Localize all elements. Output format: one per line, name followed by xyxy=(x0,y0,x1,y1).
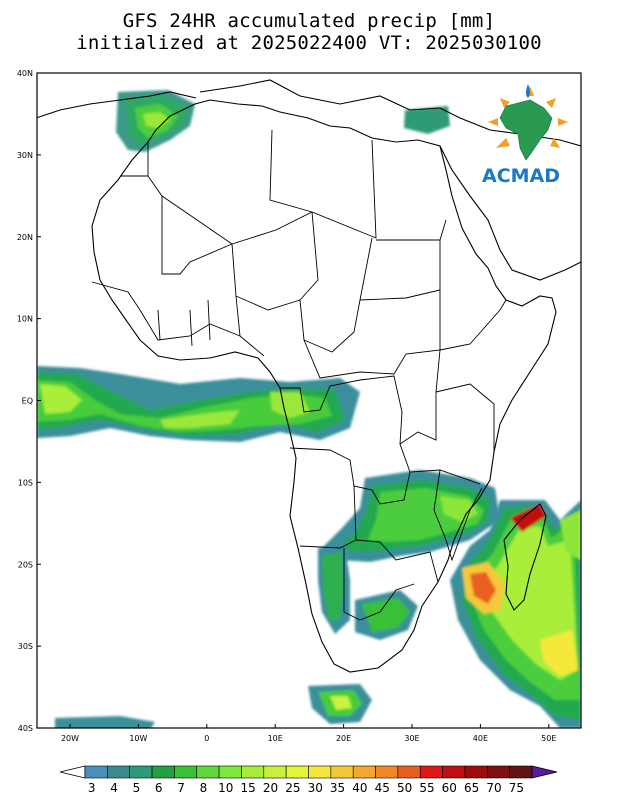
colorbar-label: 5 xyxy=(133,781,141,795)
colorbar-label: 75 xyxy=(509,781,524,795)
colorbar-label: 35 xyxy=(330,781,345,795)
colorbar-swatch xyxy=(419,765,443,779)
lon-label: 10W xyxy=(129,734,147,743)
lat-label: 40N xyxy=(17,69,33,78)
country-borders xyxy=(91,129,507,621)
colorbar-label: 20 xyxy=(263,781,278,795)
colorbar-swatch xyxy=(218,765,242,779)
colorbar-low-triangle xyxy=(59,765,86,779)
acmad-logo: ACMAD xyxy=(482,84,568,187)
colorbar-swatch xyxy=(151,765,175,779)
colorbar-label: 30 xyxy=(308,781,323,795)
border-niger xyxy=(231,243,301,311)
colorbar-swatch xyxy=(241,765,265,779)
lat-label: EQ xyxy=(22,397,33,406)
border-gulf-guinea xyxy=(157,299,211,347)
logo-text: ACMAD xyxy=(482,165,560,187)
border-sahara xyxy=(147,139,377,245)
precip-region-indian-ocean xyxy=(450,500,581,728)
colorbar-label: 50 xyxy=(397,781,412,795)
colorbar-swatch xyxy=(84,765,108,779)
border-tanzania xyxy=(399,392,437,445)
colorbar-swatch xyxy=(174,765,198,779)
colorbar-swatch xyxy=(464,765,488,779)
colorbar-swatch xyxy=(352,765,376,779)
lon-label: 50E xyxy=(541,734,556,743)
lat-label: 30S xyxy=(18,642,33,651)
latitude-labels: 40N 30N 20N 10N EQ 10S 20S 30S 40S xyxy=(17,69,41,733)
precip-region-morocco xyxy=(116,90,450,152)
colorbar-swatch xyxy=(442,765,466,779)
iberia-coast xyxy=(37,91,197,119)
colorbar-swatch xyxy=(486,765,510,779)
africa-coast xyxy=(91,99,557,673)
border-mozambique xyxy=(433,469,483,562)
colorbar-swatch xyxy=(308,765,332,779)
border-drc xyxy=(280,375,411,473)
colorbar-swatch xyxy=(129,765,153,779)
colorbar-swatch xyxy=(107,765,130,779)
lat-label: 10N xyxy=(17,315,33,324)
colorbar-swatch xyxy=(375,765,399,779)
colorbar-label: 7 xyxy=(177,781,185,795)
sun-rays-icon xyxy=(488,86,568,148)
colorbar-swatch xyxy=(330,765,354,779)
precip-region-equatorial xyxy=(37,366,360,442)
madagascar-coast xyxy=(503,503,547,611)
colorbar-label: 3 xyxy=(88,781,96,795)
colorbar-label: 10 xyxy=(218,781,233,795)
border-west-africa xyxy=(91,281,241,341)
map-title-line1: GFS 24HR accumulated precip [mm] xyxy=(122,10,496,32)
colorbar-swatch xyxy=(397,765,421,779)
precip-shading xyxy=(37,90,581,728)
colorbar-label: 8 xyxy=(200,781,208,795)
colorbar-swatch xyxy=(509,765,533,779)
map-title-line2: initialized at 2025022400 VT: 2025030100 xyxy=(76,32,542,54)
border-mali xyxy=(161,196,233,275)
colorbar-label: 25 xyxy=(285,781,300,795)
lon-label: 20W xyxy=(61,734,79,743)
lat-label: 30N xyxy=(17,151,33,160)
border-libya xyxy=(269,129,313,213)
colorbar-label: 70 xyxy=(486,781,501,795)
colorbar-label: 4 xyxy=(110,781,118,795)
border-kenya xyxy=(435,349,495,452)
colorbar-swatch xyxy=(263,765,287,779)
lon-label: 10E xyxy=(268,734,283,743)
border-ethiopia xyxy=(439,299,507,351)
lon-label: 40E xyxy=(473,734,488,743)
border-morocco xyxy=(120,142,149,177)
border-angola-namibia xyxy=(299,485,357,549)
precip-region-south-atlantic xyxy=(55,684,372,728)
colorbar-swatch xyxy=(196,765,220,779)
border-chad xyxy=(299,211,373,353)
colorbar-label: 6 xyxy=(155,781,163,795)
lon-label: 0 xyxy=(204,734,209,743)
colorbar-swatch xyxy=(285,765,309,779)
colorbar-label: 15 xyxy=(241,781,256,795)
colorbar-label: 55 xyxy=(419,781,434,795)
colorbar-label: 60 xyxy=(442,781,457,795)
colorbar-label: 45 xyxy=(375,781,390,795)
lat-label: 20S xyxy=(18,560,33,569)
longitude-labels: 20W 10W 0 10E 20E 30E 40E 50E xyxy=(61,724,556,743)
africa-silhouette-icon xyxy=(499,99,553,161)
border-zimbabwe xyxy=(355,539,439,583)
border-botswana xyxy=(343,548,415,621)
lon-label: 30E xyxy=(404,734,419,743)
water-drop-icon xyxy=(526,84,530,98)
lon-label: 20E xyxy=(336,734,351,743)
precip-region-southern-africa xyxy=(318,470,500,640)
lat-label: 40S xyxy=(18,724,33,733)
colorbar-high-triangle xyxy=(531,765,558,779)
lat-label: 10S xyxy=(18,478,33,487)
colorbar: 3 4 5 6 7 8 10 15 20 25 30 35 40 45 50 55 60 65 70 75 xyxy=(59,765,558,795)
arabia-coast xyxy=(439,145,581,281)
colorbar-label: 40 xyxy=(352,781,367,795)
border-angola xyxy=(289,447,481,505)
border-sudan xyxy=(359,240,441,301)
colorbar-label: 65 xyxy=(464,781,479,795)
lat-label: 20N xyxy=(17,233,33,242)
